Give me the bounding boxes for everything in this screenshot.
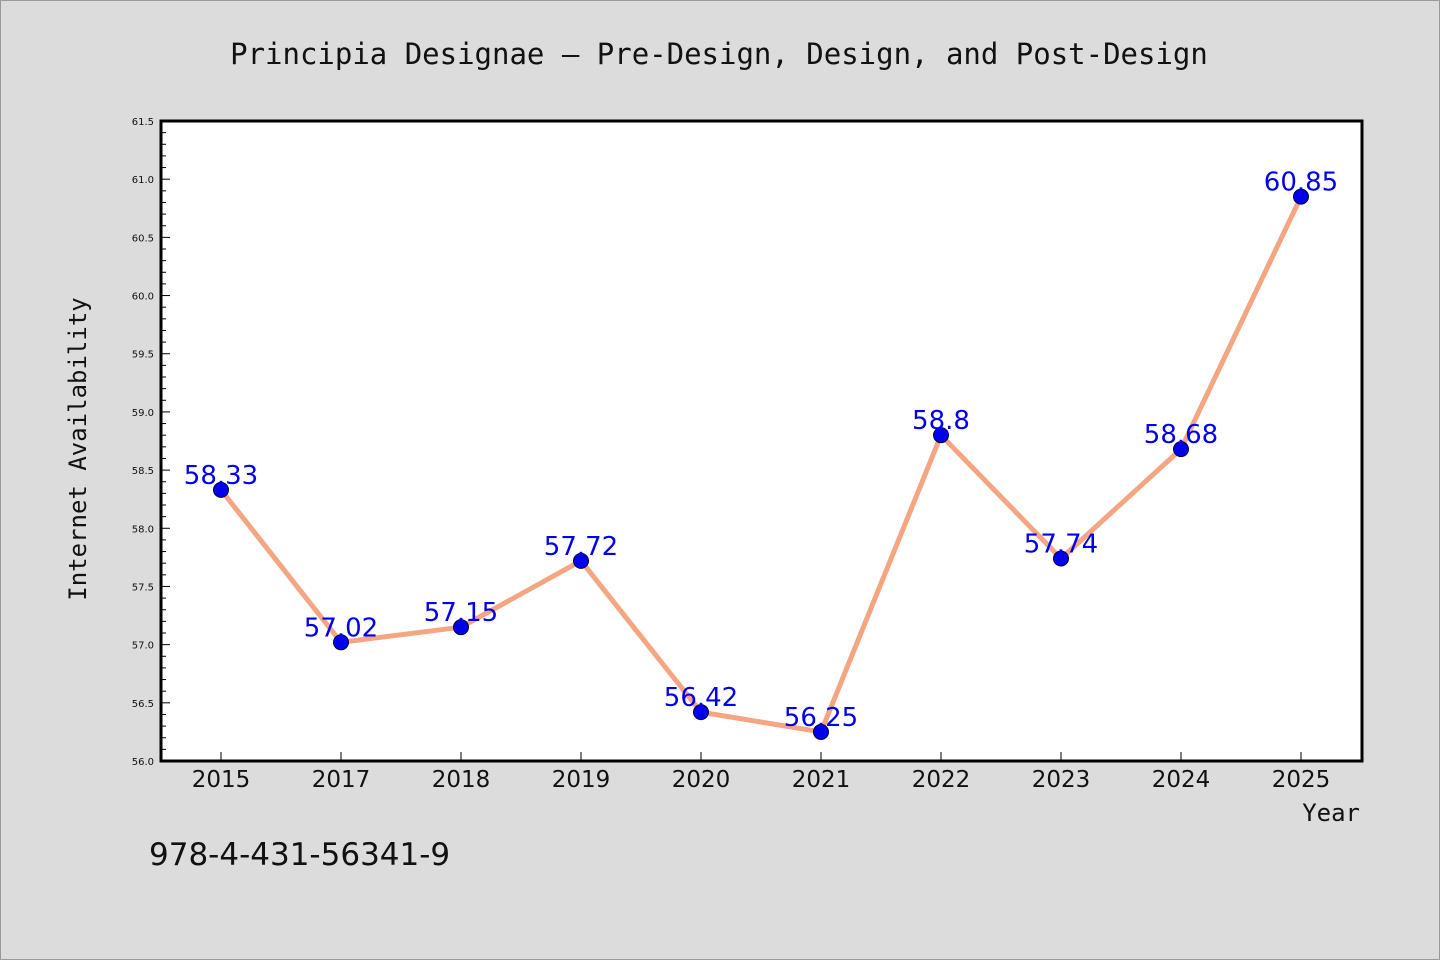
data-label: 57.72 <box>544 532 618 562</box>
data-point <box>453 619 469 636</box>
y-tick-label: 58.5 <box>132 466 154 477</box>
data-label: 57.02 <box>304 613 378 643</box>
y-axis-label: Internet Availability <box>64 297 92 600</box>
x-tick-label: 2024 <box>1152 767 1211 793</box>
data-label: 58.68 <box>1144 420 1218 450</box>
data-point <box>693 704 709 721</box>
data-labels: 58.33 57.02 57.15 57.72 56.42 56.25 58.8 57.74 5… <box>184 168 1338 733</box>
x-tick-label: 2017 <box>312 767 371 793</box>
x-tick-label: 2023 <box>1032 767 1091 793</box>
y-tick-label: 59.0 <box>132 408 154 419</box>
data-point <box>1173 441 1189 458</box>
data-label: 56.25 <box>784 703 858 733</box>
plot-area <box>159 119 1364 763</box>
chart-title: Principia Designae — Pre-Design, Design,… <box>230 37 1208 71</box>
data-label: 60.85 <box>1264 168 1338 198</box>
y-tick-label: 57.5 <box>132 582 154 593</box>
y-tick-label: 61.5 <box>132 117 154 128</box>
data-label: 58.33 <box>184 461 258 491</box>
x-tick-label: 2018 <box>432 767 491 793</box>
data-label: 57.15 <box>424 598 498 628</box>
data-point <box>1293 188 1309 205</box>
y-tick-label: 56.5 <box>132 699 154 710</box>
y-tick-label: 60.0 <box>132 292 154 303</box>
y-axis: 56.0 56.5 57.0 57.5 58.0 58.5 59.0 59.5 60.0 60.5… <box>132 117 170 768</box>
y-tick-label: 59.5 <box>132 350 154 361</box>
data-label: 57.74 <box>1024 530 1098 560</box>
isbn-text: 978-4-431-56341-9 <box>149 837 450 873</box>
data-point <box>333 634 349 651</box>
y-tick-label: 56.0 <box>132 757 154 768</box>
x-axis: 2015 2017 2018 2019 2020 2021 2022 2023 2024 2025 <box>192 752 1331 793</box>
data-point <box>813 723 829 740</box>
x-tick-label: 2020 <box>672 767 731 793</box>
y-tick-label: 61.0 <box>132 175 154 186</box>
x-tick-label: 2015 <box>192 767 251 793</box>
data-point <box>573 552 589 569</box>
data-label: 56.42 <box>664 683 738 713</box>
y-tick-label: 60.5 <box>132 233 154 244</box>
x-tick-label: 2022 <box>912 767 971 793</box>
x-tick-label: 2021 <box>792 767 851 793</box>
series-line <box>219 195 1304 735</box>
data-point <box>213 481 229 498</box>
x-axis-label: Year <box>1302 799 1360 827</box>
x-tick-label: 2019 <box>552 767 611 793</box>
data-point <box>933 427 949 444</box>
data-point <box>1053 550 1069 567</box>
y-tick-label: 58.0 <box>132 524 154 535</box>
series-markers <box>213 188 1309 740</box>
data-label: 58.8 <box>912 406 970 436</box>
x-tick-label: 2025 <box>1272 767 1331 793</box>
y-tick-label: 57.0 <box>132 641 154 652</box>
